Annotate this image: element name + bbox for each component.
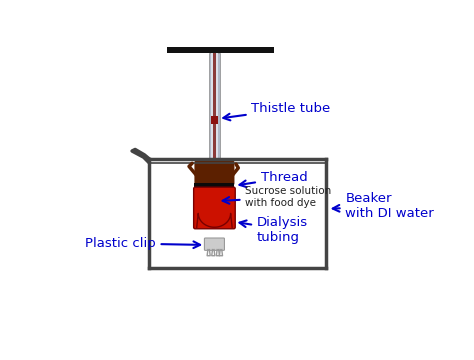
Bar (210, 116, 219, 124)
Bar (209, 53, 220, 163)
Bar (213, 53, 216, 163)
FancyBboxPatch shape (204, 238, 225, 250)
Text: Thread: Thread (239, 171, 307, 187)
Text: Plastic clip: Plastic clip (85, 237, 200, 250)
FancyBboxPatch shape (194, 187, 235, 229)
Bar (194, 183, 235, 189)
Text: Dialysis
tubing: Dialysis tubing (239, 216, 308, 243)
FancyBboxPatch shape (194, 160, 235, 186)
Text: Beaker
with DI water: Beaker with DI water (333, 193, 434, 220)
Bar (167, 47, 274, 53)
Text: Thistle tube: Thistle tube (223, 102, 331, 120)
Text: Sucrose solution
with food dye: Sucrose solution with food dye (223, 186, 331, 208)
Polygon shape (197, 213, 232, 227)
Bar (210, 53, 219, 163)
